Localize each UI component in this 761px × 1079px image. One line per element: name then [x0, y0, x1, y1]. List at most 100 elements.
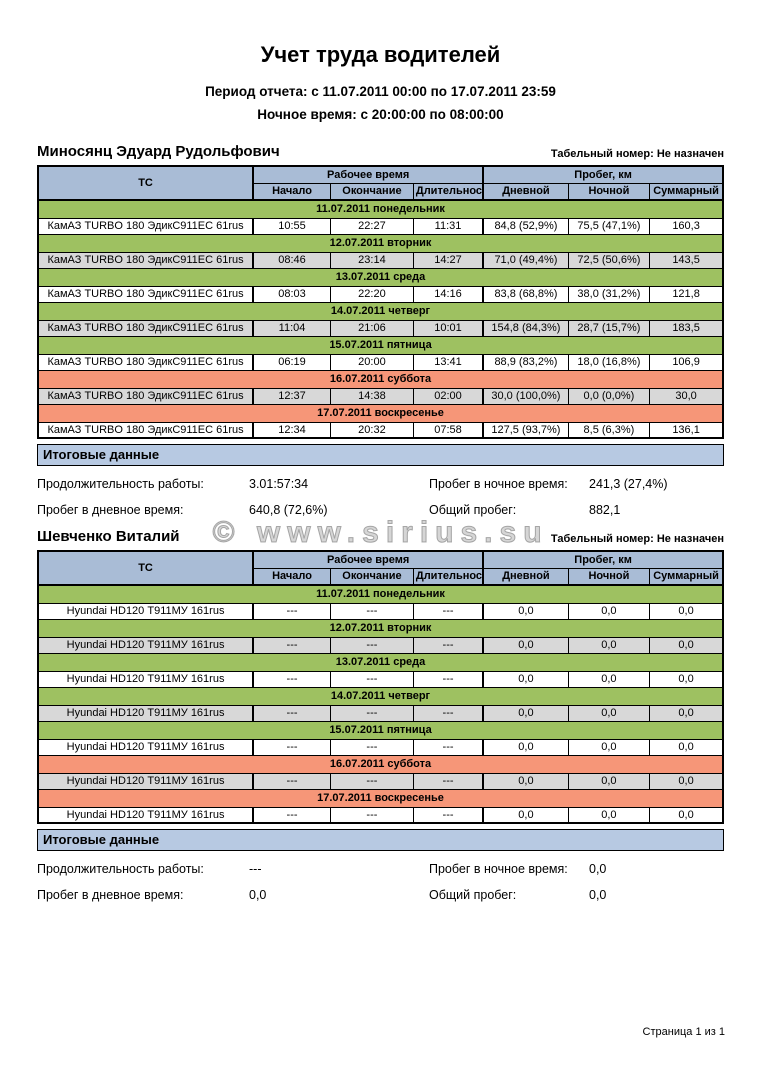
total-mileage-cell: 0,0	[649, 602, 724, 620]
duration-cell: 13:41	[412, 353, 484, 371]
start-cell: 11:04	[252, 319, 331, 337]
table-row: КамАЗ TURBO 180 ЭдикС911ЕС 61rus 11:04 2…	[37, 319, 724, 337]
day-mileage-cell: 88,9 (83,2%)	[482, 353, 569, 371]
vehicle-cell: Hyundai HD120 Т911МУ 161rus	[37, 806, 254, 824]
col-header-end: Окончание	[329, 567, 414, 586]
total-mileage-cell: 0,0	[649, 636, 724, 654]
start-cell: ---	[252, 738, 331, 756]
driver-name: Миносянц Эдуард Рудольфович	[37, 143, 280, 160]
col-header-night: Ночной	[567, 567, 651, 586]
total-mileage-cell: 0,0	[649, 806, 724, 824]
night-mileage-cell: 75,5 (47,1%)	[567, 217, 651, 235]
total-mileage-cell: 0,0	[649, 704, 724, 722]
total-mileage-cell: 0,0	[649, 738, 724, 756]
start-cell: 08:46	[252, 251, 331, 269]
night-time-setting: Ночное время: с 20:00:00 по 08:00:00	[257, 107, 504, 122]
table-row: Hyundai HD120 Т911МУ 161rus --- --- --- …	[37, 738, 724, 756]
vehicle-cell: Hyundai HD120 Т911МУ 161rus	[37, 636, 254, 654]
tabel-number: Табельный номер: Не назначен	[550, 148, 724, 160]
day-mileage-cell: 71,0 (49,4%)	[482, 251, 569, 269]
vehicle-cell: КамАЗ TURBO 180 ЭдикС911ЕС 61rus	[37, 319, 254, 337]
end-cell: 22:20	[329, 285, 414, 303]
day-mileage-label: Пробег в дневное время:	[37, 888, 184, 902]
summary-block: Продолжительность работы: 3.01:57:34 Про…	[37, 474, 724, 520]
day-mileage-cell: 0,0	[482, 772, 569, 790]
col-group-work-time: Рабочее время	[252, 165, 484, 184]
night-mileage-label: Пробег в ночное время:	[429, 862, 568, 876]
start-cell: 12:34	[252, 421, 331, 439]
start-cell: ---	[252, 772, 331, 790]
total-mileage-cell: 143,5	[649, 251, 724, 269]
table-row: Hyundai HD120 Т911МУ 161rus --- --- --- …	[37, 772, 724, 790]
day-mileage-cell: 0,0	[482, 704, 569, 722]
total-mileage-cell: 121,8	[649, 285, 724, 303]
table-row: Hyundai HD120 Т911МУ 161rus --- --- --- …	[37, 602, 724, 620]
table-row: Hyundai HD120 Т911МУ 161rus --- --- --- …	[37, 670, 724, 688]
date-row: 15.07.2011 пятница	[37, 335, 724, 355]
duration-cell: 11:31	[412, 217, 484, 235]
night-mileage-cell: 0,0	[567, 636, 651, 654]
end-cell: 22:27	[329, 217, 414, 235]
end-cell: ---	[329, 636, 414, 654]
duration-cell: 14:16	[412, 285, 484, 303]
date-row: 11.07.2011 понедельник	[37, 584, 724, 604]
summary-title: Итоговые данные	[37, 829, 724, 851]
night-mileage-cell: 0,0	[567, 704, 651, 722]
table-row: КамАЗ TURBO 180 ЭдикС911ЕС 61rus 10:55 2…	[37, 217, 724, 235]
start-cell: ---	[252, 670, 331, 688]
day-mileage-cell: 0,0	[482, 602, 569, 620]
day-mileage-cell: 127,5 (93,7%)	[482, 421, 569, 439]
total-mileage-cell: 106,9	[649, 353, 724, 371]
duration-cell: ---	[412, 772, 484, 790]
driver-section-header: Шевченко Виталий Табельный номер: Не наз…	[37, 528, 724, 545]
date-row: 13.07.2011 среда	[37, 652, 724, 672]
night-mileage-label: Пробег в ночное время:	[429, 477, 568, 491]
start-cell: 12:37	[252, 387, 331, 405]
date-row-weekend: 16.07.2011 суббота	[37, 369, 724, 389]
date-row: 12.07.2011 вторник	[37, 618, 724, 638]
duration-cell: ---	[412, 636, 484, 654]
total-mileage-cell: 183,5	[649, 319, 724, 337]
col-header-day: Дневной	[482, 567, 569, 586]
col-header-day: Дневной	[482, 182, 569, 201]
date-row: 14.07.2011 четверг	[37, 686, 724, 706]
end-cell: 23:14	[329, 251, 414, 269]
col-header-duration: Длительность	[412, 182, 484, 201]
vehicle-cell: КамАЗ TURBO 180 ЭдикС911ЕС 61rus	[37, 353, 254, 371]
vehicle-cell: КамАЗ TURBO 180 ЭдикС911ЕС 61rus	[37, 251, 254, 269]
date-row: 12.07.2011 вторник	[37, 233, 724, 253]
total-mileage-cell: 0,0	[649, 772, 724, 790]
night-mileage-cell: 0,0	[567, 602, 651, 620]
summary-title: Итоговые данные	[37, 444, 724, 466]
day-mileage-cell: 84,8 (52,9%)	[482, 217, 569, 235]
end-cell: ---	[329, 602, 414, 620]
total-mileage-label: Общий пробег:	[429, 503, 517, 517]
work-duration-label: Продолжительность работы:	[37, 477, 204, 491]
report-period: Период отчета: с 11.07.2011 00:00 по 17.…	[205, 84, 556, 99]
col-header-vehicle: ТС	[37, 165, 254, 201]
driver-section-header: Миносянц Эдуард Рудольфович Табельный но…	[37, 143, 724, 160]
night-mileage-cell: 8,5 (6,3%)	[567, 421, 651, 439]
driver1-work-table: ТС Рабочее время Пробег, км Начало Оконч…	[37, 165, 724, 439]
duration-cell: 10:01	[412, 319, 484, 337]
end-cell: ---	[329, 772, 414, 790]
summary-block: Продолжительность работы: --- Пробег в н…	[37, 859, 724, 905]
end-cell: ---	[329, 738, 414, 756]
night-mileage-cell: 18,0 (16,8%)	[567, 353, 651, 371]
vehicle-cell: Hyundai HD120 Т911МУ 161rus	[37, 772, 254, 790]
vehicle-cell: КамАЗ TURBO 180 ЭдикС911ЕС 61rus	[37, 285, 254, 303]
day-mileage-cell: 83,8 (68,8%)	[482, 285, 569, 303]
table-row: Hyundai HD120 Т911МУ 161rus --- --- --- …	[37, 704, 724, 722]
col-header-vehicle: ТС	[37, 550, 254, 586]
day-mileage-value: 640,8 (72,6%)	[249, 503, 328, 517]
work-duration-label: Продолжительность работы:	[37, 862, 204, 876]
night-mileage-cell: 0,0	[567, 772, 651, 790]
day-mileage-cell: 0,0	[482, 738, 569, 756]
col-header-start: Начало	[252, 182, 331, 201]
work-duration-value: 3.01:57:34	[249, 477, 309, 491]
night-mileage-cell: 72,5 (50,6%)	[567, 251, 651, 269]
table-row: КамАЗ TURBO 180 ЭдикС911ЕС 61rus 12:37 1…	[37, 387, 724, 405]
day-mileage-cell: 154,8 (84,3%)	[482, 319, 569, 337]
vehicle-cell: КамАЗ TURBO 180 ЭдикС911ЕС 61rus	[37, 217, 254, 235]
total-mileage-label: Общий пробег:	[429, 888, 517, 902]
